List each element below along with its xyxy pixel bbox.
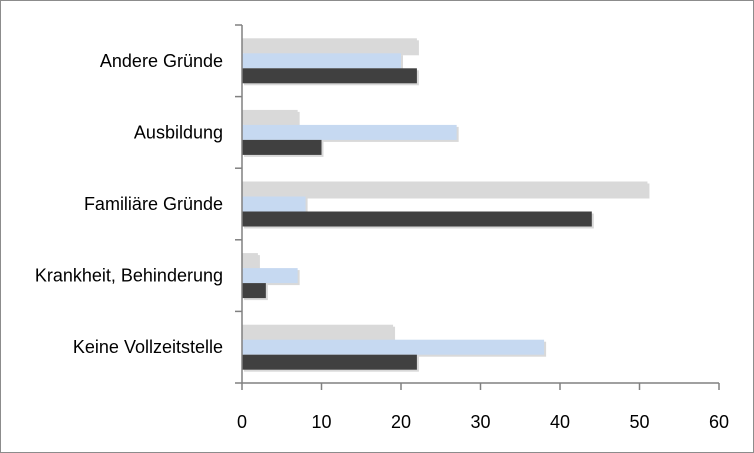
bar-keine-vollzeitstelle-series-3 xyxy=(242,354,417,370)
bar-ausbildung-series-3 xyxy=(242,139,322,155)
x-tick-label-60: 60 xyxy=(709,412,729,432)
x-tick-label-0: 0 xyxy=(237,412,247,432)
x-tick-label-20: 20 xyxy=(391,412,411,432)
bar-keine-vollzeitstelle-series-2 xyxy=(242,339,545,355)
bar-keine-vollzeitstelle-series-1 xyxy=(242,324,394,340)
bar-krankheit-behinderung-series-3 xyxy=(242,283,266,299)
bar-familiare-grunde-series-3 xyxy=(242,211,592,227)
category-label-krankheit-behinderung: Krankheit, Behinderung xyxy=(35,266,223,286)
bar-ausbildung-series-2 xyxy=(242,124,457,140)
bars-layer xyxy=(242,38,650,372)
ticks-layer xyxy=(235,24,720,390)
labels-layer: 0 10 20 30 40 50 60 Andere Gründe Ausbildung Fami… xyxy=(35,51,729,432)
bar-andere-grunde-series-3 xyxy=(242,68,417,84)
bar-familiare-grunde-series-1 xyxy=(242,181,648,197)
bar-krankheit-behinderung-series-2 xyxy=(242,268,298,284)
category-label-keine-vollzeitstelle: Keine Vollzeitstelle xyxy=(73,337,223,357)
x-tick-label-50: 50 xyxy=(629,412,649,432)
category-label-familiare-grunde: Familiäre Gründe xyxy=(84,194,223,214)
bar-krankheit-behinderung-series-1 xyxy=(242,253,258,269)
x-tick-label-10: 10 xyxy=(311,412,331,432)
bar-andere-grunde-series-1 xyxy=(242,38,417,54)
x-tick-label-30: 30 xyxy=(470,412,490,432)
x-tick-label-40: 40 xyxy=(550,412,570,432)
category-label-ausbildung: Ausbildung xyxy=(134,122,223,142)
category-label-andere-grunde: Andere Gründe xyxy=(100,51,223,71)
bar-familiare-grunde-series-2 xyxy=(242,196,306,212)
bar-ausbildung-series-1 xyxy=(242,109,298,125)
bar-andere-grunde-series-2 xyxy=(242,53,401,69)
